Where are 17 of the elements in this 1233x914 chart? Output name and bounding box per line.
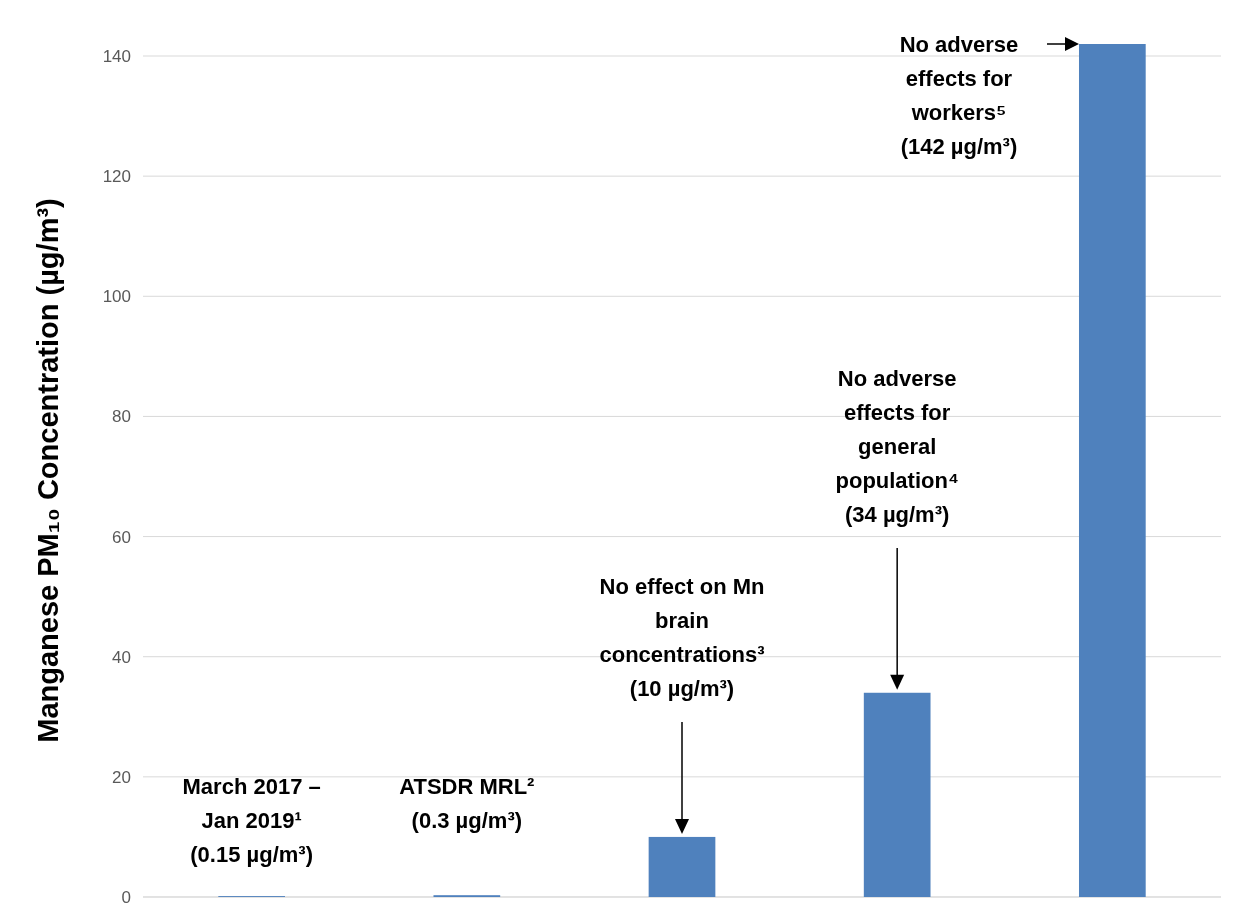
- bar: [863, 692, 931, 897]
- annotation: No effect on Mn brain concentrations³ (10 µg/m³): [599, 573, 765, 701]
- y-tick-label: 20: [112, 767, 131, 787]
- annotation: No adverse effects for general population⁴ (34 µg/m³): [835, 365, 959, 527]
- y-tick-label: 100: [102, 287, 131, 307]
- y-tick-label: 40: [112, 647, 131, 667]
- y-tick-label: 0: [121, 887, 131, 907]
- y-tick-label: 120: [102, 167, 131, 187]
- bar: [1078, 44, 1146, 897]
- y-tick-label: 60: [112, 527, 131, 547]
- y-tick-label: 80: [112, 407, 131, 427]
- annotation: No adverse effects for workers⁵ (142 µg/m³): [899, 31, 1019, 159]
- bar: [648, 836, 716, 897]
- y-tick-label: 140: [102, 46, 131, 66]
- annotation: ATSDR MRL² (0.3 µg/m³): [399, 773, 535, 833]
- y-axis-title: Manganese PM₁₀ Concentration (µg/m³): [32, 198, 64, 743]
- annotation: March 2017 – Jan 2019¹ (0.15 µg/m³): [182, 773, 321, 867]
